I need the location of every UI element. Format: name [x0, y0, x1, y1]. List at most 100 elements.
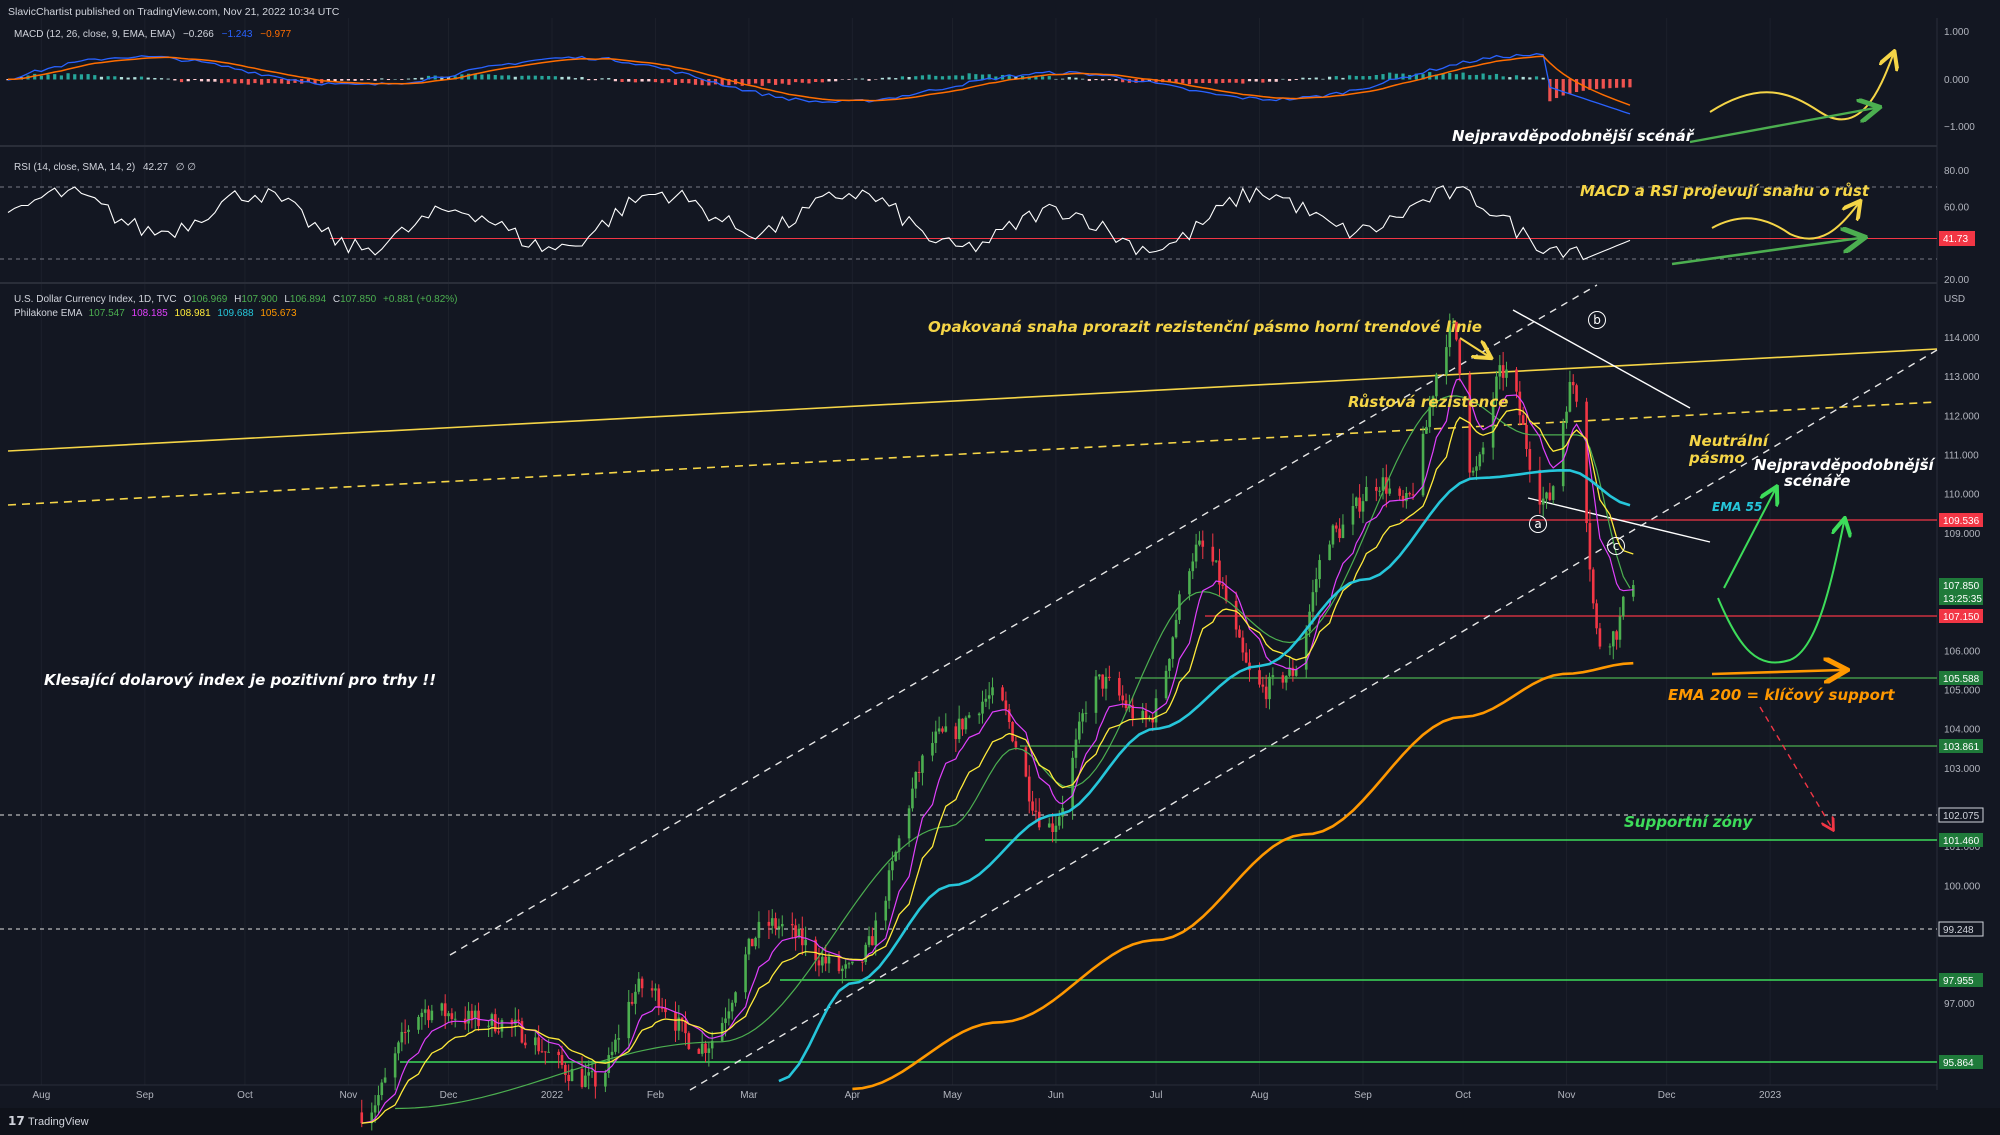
candle-body: [800, 928, 804, 946]
rsi-pane[interactable]: RSI (14, close, SMA, 14, 2) 42.27 ∅ ∅: [0, 162, 1937, 261]
wedge-lower-line[interactable]: [1527, 497, 1711, 543]
tradingview-logo[interactable]: 𝟭𝟳 TradingView: [8, 1114, 89, 1128]
price-badge: 107.150: [1939, 609, 1983, 623]
candle-body: [1378, 490, 1381, 492]
macd-histogram-bar: [1541, 77, 1545, 80]
candle-body: [1588, 523, 1592, 570]
macd-histogram-bar: [1521, 76, 1525, 80]
macd-histogram-bar: [1287, 79, 1292, 81]
symbol-title: U.S. Dollar Currency Index, 1D, TVC: [14, 294, 177, 305]
candle-body: [931, 743, 934, 756]
candle-body: [794, 925, 797, 938]
candle-body: [1398, 488, 1401, 496]
price-axis-tick: 110.000: [1944, 490, 1980, 501]
macd-histogram-bar: [1114, 79, 1118, 81]
ema-legend-value-3: 108.981: [174, 308, 211, 319]
candle-body: [1618, 616, 1622, 640]
ema-legend[interactable]: Philakone EMA 107.547 108.185 108.981 10…: [14, 308, 297, 319]
candle-body: [1575, 385, 1578, 402]
macd-histogram-bar: [473, 74, 477, 80]
macd-histogram-bar: [1601, 79, 1605, 89]
macd-histogram-bar: [1628, 79, 1632, 88]
time-axis-label: Apr: [845, 1090, 861, 1101]
candle-body: [400, 1031, 404, 1043]
candle-body: [1318, 560, 1321, 580]
candle-body: [564, 1064, 567, 1075]
channel-upper-dashed[interactable]: [449, 284, 1598, 956]
rsi-legend[interactable]: RSI (14, close, SMA, 14, 2) 42.27 ∅ ∅: [14, 162, 196, 173]
candle-body: [1164, 670, 1168, 699]
macd-legend[interactable]: MACD (12, 26, close, 9, EMA, EMA) −0.266…: [14, 29, 292, 40]
main-pane[interactable]: U.S. Dollar Currency Index, 1D, TVC O106…: [0, 284, 1938, 1131]
repeated-attempt-arrow: [1459, 337, 1488, 356]
macd-histogram-bar: [507, 75, 511, 80]
macd-histogram-bar: [166, 78, 170, 80]
candle-body: [814, 939, 817, 961]
currency-label: USD: [1944, 294, 1965, 305]
main-annotations: Opakovaná snaha prorazit rezistenční pás…: [44, 311, 1937, 832]
candle-body: [417, 1016, 420, 1030]
candle-body: [407, 1029, 410, 1032]
price-axis[interactable]: USD 1.000 0.000 −1.000 80.00 60.00 20.00 114…: [1938, 27, 1984, 1069]
macd-histogram-bar: [213, 79, 217, 82]
candle-body: [874, 920, 878, 946]
candle-body: [664, 1008, 667, 1013]
candle-body: [1528, 449, 1532, 470]
candle-body: [1291, 667, 1295, 676]
macd-histogram-bar: [486, 74, 491, 80]
candle-body: [1351, 506, 1355, 525]
ohlc-high: 107.900: [241, 294, 278, 305]
macd-histogram-bar: [286, 79, 290, 85]
candle-body: [1405, 493, 1408, 502]
candle-body: [580, 1068, 584, 1087]
macd-histogram-bar: [426, 75, 431, 80]
macd-histogram-bar: [854, 78, 858, 80]
macd-histogram-bar: [1608, 79, 1612, 89]
candle-body: [1358, 497, 1361, 512]
macd-histogram-bar: [513, 76, 517, 80]
candle-body: [941, 728, 944, 732]
tradingview-logo-text: TradingView: [28, 1116, 89, 1128]
macd-histogram-bar: [753, 79, 758, 84]
price-axis-tick: 97.000: [1944, 999, 1975, 1010]
main-legend-title[interactable]: U.S. Dollar Currency Index, 1D, TVC O106…: [14, 294, 458, 305]
price-axis-tick: 106.000: [1944, 646, 1981, 657]
candle-body: [1585, 401, 1588, 524]
macd-histogram-bar: [226, 79, 230, 83]
candle-body: [987, 695, 991, 699]
macd-histogram-bar: [1481, 73, 1485, 80]
candle-body: [1027, 776, 1031, 802]
price-axis-tick: 109.000: [1944, 529, 1981, 540]
macd-histogram-bar: [273, 79, 277, 84]
macd-histogram-bar: [860, 78, 864, 80]
macd-legend-value-3: −0.977: [260, 29, 291, 40]
candle-body: [1361, 501, 1365, 512]
macd-histogram-bar: [1301, 77, 1305, 80]
candle-body: [637, 978, 641, 992]
macd-histogram-bar: [573, 78, 577, 80]
macd-histogram-bar: [260, 79, 264, 85]
candle-body: [1264, 686, 1268, 700]
time-axis-label: Dec: [1658, 1090, 1676, 1101]
macd-histogram-bar: [1568, 79, 1572, 94]
macd-histogram-bar: [747, 79, 751, 85]
falling-dollar-annotation: Klesající dolarový index je pozitivní pr…: [44, 671, 436, 689]
candle-body: [861, 961, 864, 963]
candle-body: [377, 1095, 380, 1106]
wedge-upper-line[interactable]: [1512, 309, 1691, 409]
time-axis[interactable]: Aug Sep Oct Nov Dec 2022 Feb Mar Apr May Jun Jul Aug…: [32, 1090, 1781, 1101]
macd-pane[interactable]: MACD (12, 26, close, 9, EMA, EMA) −0.266…: [6, 29, 1632, 115]
rsi-green-trend-arrow: [1671, 238, 1860, 266]
candle-body: [1191, 561, 1195, 572]
macd-histogram-bar: [1307, 77, 1312, 80]
macd-histogram-bar: [927, 74, 931, 80]
macd-histogram-bar: [1341, 77, 1345, 80]
time-axis-label: Aug: [1251, 1090, 1269, 1101]
ohlc-low-label: L: [284, 294, 290, 305]
wave-c-circle: [1607, 537, 1625, 555]
macd-histogram-bar: [346, 79, 351, 81]
macd-histogram-bar: [193, 79, 197, 81]
macd-histogram-bar: [1014, 76, 1018, 80]
wave-a-label: a: [1534, 517, 1541, 531]
